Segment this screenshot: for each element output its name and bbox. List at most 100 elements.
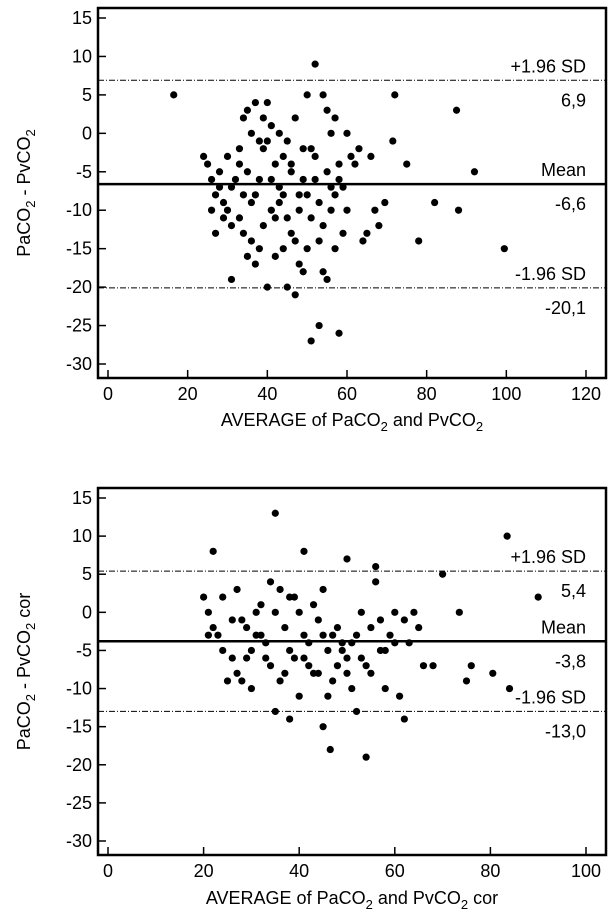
data-point bbox=[419, 662, 428, 670]
data-point bbox=[372, 563, 380, 571]
data-point bbox=[405, 639, 413, 647]
data-point bbox=[319, 723, 327, 731]
data-point bbox=[209, 623, 217, 632]
data-point bbox=[215, 183, 224, 191]
data-point bbox=[315, 321, 323, 330]
data-point bbox=[247, 198, 255, 207]
data-point bbox=[489, 669, 497, 677]
data-point bbox=[307, 337, 315, 345]
data-point bbox=[291, 291, 299, 299]
data-point bbox=[243, 654, 251, 662]
data-point bbox=[219, 646, 227, 655]
x-axis-title: AVERAGE of PaCO2​ and PvCO2​ cor bbox=[206, 888, 498, 912]
data-point bbox=[233, 585, 241, 594]
data-point bbox=[375, 222, 383, 230]
data-point bbox=[243, 623, 251, 632]
data-point bbox=[470, 168, 479, 176]
data-point bbox=[381, 684, 389, 693]
data-point bbox=[454, 206, 463, 214]
data-point bbox=[381, 198, 389, 207]
data-point bbox=[276, 677, 284, 685]
ref-line-value: -6,6 bbox=[555, 194, 586, 214]
data-point bbox=[279, 152, 287, 160]
data-point bbox=[259, 145, 267, 153]
data-point bbox=[331, 114, 339, 122]
data-point bbox=[338, 639, 346, 647]
data-point bbox=[400, 616, 408, 624]
data-point bbox=[255, 175, 263, 184]
data-point bbox=[300, 631, 308, 639]
y-tick-label: -25 bbox=[66, 793, 92, 813]
data-point bbox=[311, 175, 319, 184]
data-point bbox=[207, 175, 216, 184]
ref-line-value: -3,8 bbox=[555, 651, 586, 671]
data-point bbox=[352, 707, 361, 716]
data-point bbox=[275, 129, 283, 137]
x-tick-label: 100 bbox=[491, 384, 521, 404]
data-point bbox=[319, 631, 327, 639]
data-point bbox=[372, 578, 380, 586]
data-point bbox=[352, 631, 361, 639]
data-point bbox=[271, 707, 279, 716]
x-tick-label: 0 bbox=[103, 861, 113, 881]
ref-line-value: -20,1 bbox=[545, 298, 586, 318]
data-point bbox=[362, 662, 370, 670]
data-point bbox=[266, 578, 275, 586]
ref-line-label: +1.96 SD bbox=[510, 547, 586, 567]
data-point bbox=[239, 191, 248, 199]
data-point bbox=[200, 152, 208, 160]
data-point bbox=[251, 98, 259, 107]
y-tick-label: 0 bbox=[82, 123, 92, 143]
data-point bbox=[415, 623, 423, 632]
y-tick-label: -30 bbox=[66, 831, 92, 851]
data-point bbox=[303, 245, 311, 253]
data-point bbox=[214, 631, 222, 639]
data-point bbox=[329, 631, 337, 639]
data-point bbox=[300, 547, 308, 555]
data-point bbox=[467, 662, 475, 670]
data-point bbox=[283, 283, 291, 291]
data-point bbox=[389, 137, 397, 145]
x-tick-label: 20 bbox=[178, 384, 198, 404]
data-point bbox=[323, 168, 331, 176]
ref-line-value: 6,9 bbox=[561, 90, 586, 110]
data-point bbox=[367, 669, 375, 677]
data-point bbox=[255, 245, 263, 253]
data-point bbox=[323, 275, 331, 284]
data-point bbox=[314, 616, 322, 624]
data-point bbox=[223, 206, 232, 214]
data-point bbox=[283, 214, 291, 222]
data-point bbox=[239, 229, 248, 237]
data-point bbox=[534, 593, 542, 601]
data-point bbox=[275, 198, 283, 207]
data-point bbox=[227, 222, 236, 230]
data-point bbox=[281, 623, 289, 632]
data-point bbox=[371, 206, 379, 214]
data-point bbox=[348, 639, 356, 647]
data-point bbox=[295, 692, 303, 700]
data-point bbox=[347, 152, 355, 160]
data-point bbox=[267, 206, 275, 214]
data-point bbox=[275, 183, 283, 191]
y-tick-label: -25 bbox=[66, 316, 92, 336]
y-axis-title: PaCO2​ - PvCO2​ bbox=[14, 129, 38, 257]
y-tick-label: -10 bbox=[66, 679, 92, 699]
data-point bbox=[209, 547, 217, 555]
ref-line-label: Mean bbox=[541, 617, 586, 637]
data-point bbox=[252, 608, 260, 616]
data-point bbox=[333, 662, 342, 670]
data-point bbox=[251, 260, 259, 268]
data-point bbox=[500, 245, 508, 253]
ref-line-value: -13,0 bbox=[545, 721, 586, 741]
data-point bbox=[231, 175, 240, 184]
data-point bbox=[324, 646, 332, 655]
ref-line-label: -1.96 SD bbox=[515, 687, 586, 707]
data-point bbox=[290, 593, 299, 601]
data-point bbox=[239, 114, 248, 122]
data-point bbox=[315, 198, 323, 207]
data-point bbox=[327, 206, 335, 214]
data-point bbox=[259, 222, 267, 230]
data-point bbox=[299, 268, 307, 276]
data-point bbox=[331, 191, 339, 199]
